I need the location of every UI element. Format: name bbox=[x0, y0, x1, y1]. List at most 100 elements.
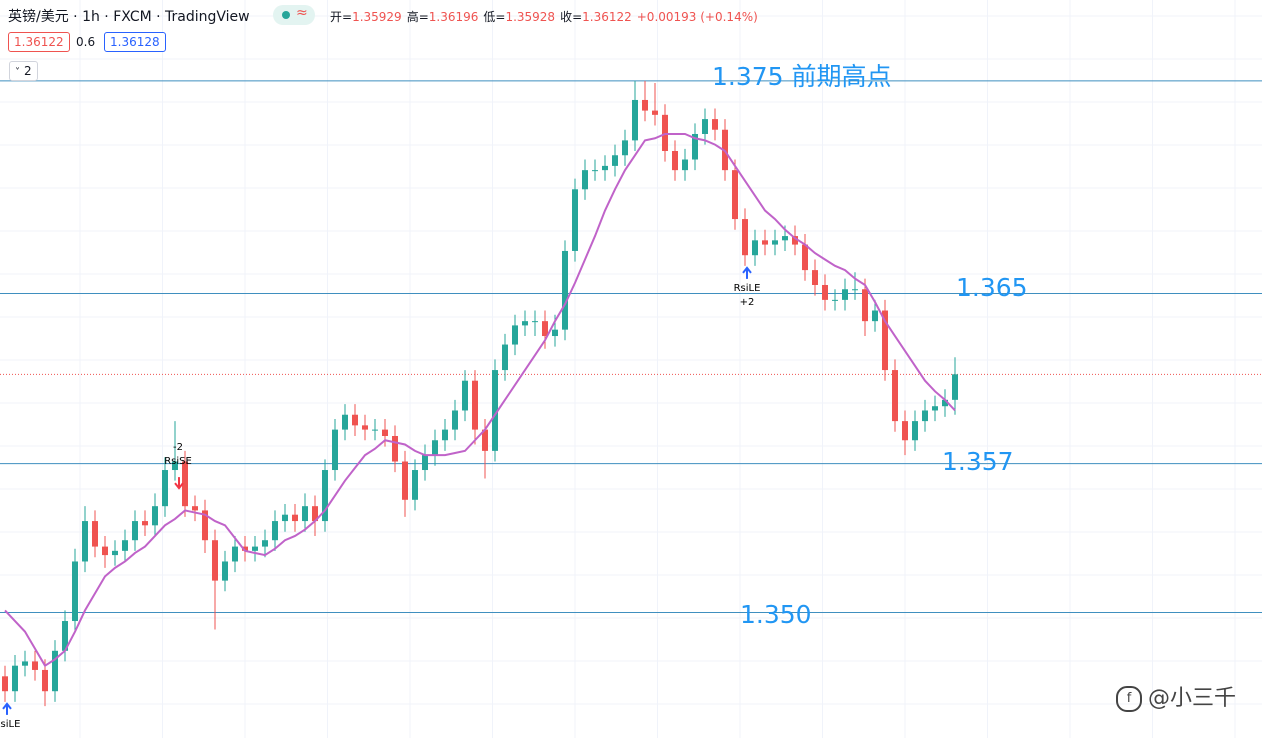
ohlc-value: 1.35929 bbox=[352, 10, 402, 24]
candle-body bbox=[872, 310, 878, 322]
candle-body bbox=[72, 561, 78, 622]
candle-body bbox=[832, 299, 838, 301]
candle-body bbox=[272, 521, 278, 541]
chevron: ˅ bbox=[15, 67, 20, 78]
candle-body bbox=[592, 170, 598, 172]
candle-body bbox=[602, 165, 608, 171]
candle-body bbox=[172, 461, 178, 471]
candle-body bbox=[922, 410, 928, 422]
candle-body bbox=[552, 329, 558, 337]
candle-body bbox=[522, 321, 528, 326]
candle-body bbox=[312, 506, 318, 522]
candle-body bbox=[392, 435, 398, 462]
candle-body bbox=[952, 374, 958, 400]
candle-body bbox=[222, 561, 228, 581]
status-dot bbox=[282, 11, 290, 19]
candle-body bbox=[852, 289, 858, 291]
level-label: 1.365 bbox=[956, 273, 1028, 302]
level-label: 1.357 bbox=[942, 447, 1014, 476]
candle-body bbox=[92, 521, 98, 547]
candle-body bbox=[912, 421, 918, 441]
candle-body bbox=[492, 370, 498, 451]
candle-body bbox=[62, 621, 68, 651]
ohlc-change: +0.00193 (+0.14%) bbox=[636, 10, 758, 24]
candle-body bbox=[282, 514, 288, 522]
symbol-title: 英镑/美元 · 1h · FXCM · TradingView bbox=[8, 9, 250, 25]
candle-body bbox=[182, 461, 188, 507]
candle-body bbox=[122, 540, 128, 551]
candle-body bbox=[682, 159, 688, 171]
candle-body bbox=[672, 151, 678, 171]
spread: 0.6 bbox=[76, 35, 96, 49]
candle-body bbox=[452, 410, 458, 430]
candle-body bbox=[322, 470, 328, 522]
candle-body bbox=[632, 99, 638, 141]
candle-body bbox=[262, 540, 268, 547]
bid-box[interactable]: 1.36122 bbox=[8, 32, 70, 52]
candle-body bbox=[162, 470, 168, 507]
candle-body bbox=[302, 506, 308, 522]
candle-body bbox=[2, 676, 8, 692]
candle-body bbox=[902, 421, 908, 441]
ohlc-label: 高= bbox=[406, 10, 429, 24]
candle-body bbox=[422, 455, 428, 471]
candle-body bbox=[932, 406, 938, 411]
signal-arrow bbox=[174, 477, 184, 490]
candle-body bbox=[442, 429, 448, 441]
candle-body bbox=[152, 506, 158, 526]
candle-body bbox=[132, 521, 138, 541]
candle-body bbox=[42, 669, 48, 692]
candle-body bbox=[342, 414, 348, 430]
candle-body bbox=[402, 461, 408, 500]
candle-body bbox=[842, 289, 848, 300]
candle-body bbox=[622, 140, 628, 156]
candle-body bbox=[652, 110, 658, 115]
signal-label: RsiLE bbox=[734, 283, 761, 294]
ohlc-value: 1.35928 bbox=[505, 10, 556, 24]
ohlc-label: 收= bbox=[560, 10, 583, 24]
watermark-logo: f bbox=[1116, 686, 1142, 712]
signal-arrow bbox=[742, 266, 752, 279]
candle-body bbox=[762, 240, 768, 245]
level-label: 1.350 bbox=[740, 600, 812, 629]
signal-qty: -2 bbox=[173, 442, 183, 453]
ohlc-value: 1.36122 bbox=[582, 10, 632, 24]
candle-body bbox=[22, 661, 28, 666]
candle-body bbox=[732, 170, 738, 220]
candle-body bbox=[112, 550, 118, 556]
signal-label: RsiSE bbox=[164, 456, 192, 467]
ohlc-legend: 开=1.35929 高=1.36196 低=1.35928 收=1.36122 +0.0… bbox=[330, 8, 758, 25]
market-status[interactable]: ≈ bbox=[273, 5, 315, 25]
candle-body bbox=[142, 521, 148, 526]
candle-body bbox=[542, 321, 548, 337]
candle-body bbox=[862, 289, 868, 322]
candle-body bbox=[502, 344, 508, 371]
candle-body bbox=[432, 440, 438, 456]
candle-body bbox=[812, 270, 818, 285]
candle-body bbox=[362, 425, 368, 430]
candle-body bbox=[512, 325, 518, 345]
candle-body bbox=[242, 546, 248, 551]
candle-body bbox=[572, 189, 578, 251]
ohlc-label: 开= bbox=[330, 10, 353, 24]
candle-body bbox=[892, 370, 898, 422]
candle-body bbox=[882, 310, 888, 371]
candle-body bbox=[252, 546, 258, 551]
watermark-text: @小三千 bbox=[1148, 686, 1237, 711]
candle-body bbox=[382, 429, 388, 436]
candle-body bbox=[202, 510, 208, 541]
candle-body bbox=[742, 219, 748, 256]
ask-box[interactable]: 1.36128 bbox=[104, 32, 166, 52]
candle-body bbox=[582, 170, 588, 190]
candle-body bbox=[942, 399, 948, 407]
signal-label: RsiLE bbox=[0, 719, 20, 730]
candle-body bbox=[532, 321, 538, 323]
candle-body bbox=[292, 514, 298, 522]
status-icon: ≈ bbox=[296, 5, 308, 21]
candle-body bbox=[82, 521, 88, 562]
indicator-toggle[interactable]: ˅ 2 bbox=[9, 61, 38, 81]
moving-average bbox=[4, 132, 956, 668]
candle-body bbox=[482, 429, 488, 451]
candle-body bbox=[462, 380, 468, 411]
